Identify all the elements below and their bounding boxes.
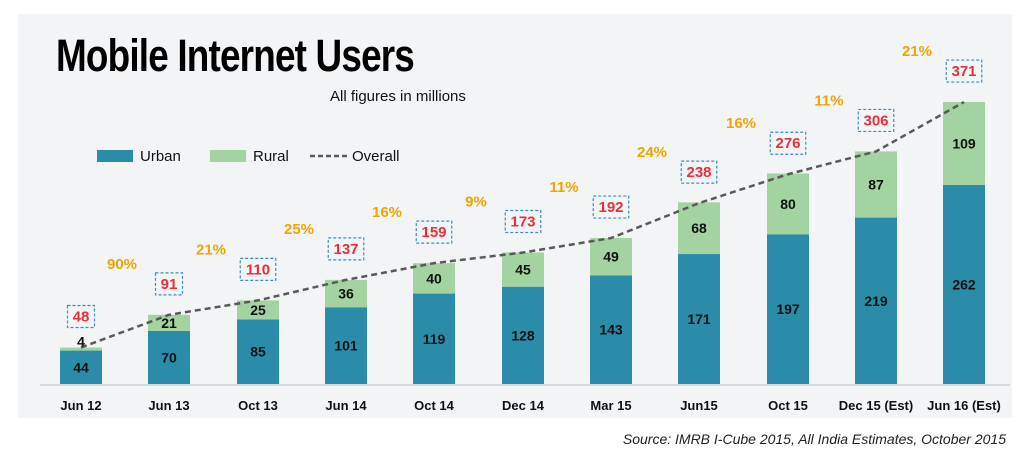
- data-label-urban-1: 70: [161, 349, 177, 365]
- bar-urban-4: [413, 293, 455, 384]
- data-label-urban-3: 101: [334, 338, 358, 354]
- data-label-urban-4: 119: [423, 331, 446, 347]
- data-label-urban-8: 197: [776, 301, 800, 317]
- total-label-2: 110: [246, 261, 270, 278]
- total-box-2: [239, 257, 277, 281]
- x-tick-label-7: Jun15: [680, 398, 718, 413]
- data-label-rural-6: 49: [603, 249, 619, 265]
- data-label-rural-8: 80: [780, 196, 796, 212]
- bar-urban-10: [943, 184, 985, 384]
- x-tick-label-8: Oct 15: [768, 398, 808, 413]
- total-box-5: [504, 209, 542, 234]
- data-label-rural-7: 68: [691, 220, 707, 236]
- bar-rural-10: [943, 102, 985, 185]
- legend-label-urban: Urban: [140, 148, 181, 165]
- bar-urban-9: [855, 217, 897, 384]
- x-tick-label-0: Jun 12: [60, 398, 101, 413]
- total-label-4: 159: [421, 224, 446, 241]
- total-label-10: 371: [951, 63, 976, 80]
- growth-label-10: 21%: [902, 43, 932, 60]
- bar-urban-2: [237, 319, 279, 384]
- chart-title: Mobile Internet Users: [56, 30, 415, 81]
- bar-rural-2: [237, 300, 279, 320]
- chart-subtitle: All figures in millions: [330, 88, 466, 105]
- total-box-3: [327, 237, 365, 261]
- bar-urban-5: [502, 286, 544, 384]
- data-label-urban-9: 219: [864, 293, 888, 309]
- legend-swatch-rural: [210, 150, 246, 162]
- bar-urban-8: [767, 234, 809, 384]
- total-box-9: [857, 108, 895, 133]
- legend-label-overall: Overall: [352, 148, 400, 165]
- total-box-1: [154, 272, 184, 296]
- bar-rural-4: [413, 263, 455, 294]
- legend: Urban Rural Overall: [97, 148, 400, 165]
- bar-urban-1: [148, 330, 190, 384]
- data-label-rural-10: 109: [952, 135, 976, 151]
- bar-urban-7: [678, 254, 720, 384]
- data-label-urban-10: 262: [952, 276, 976, 292]
- data-label-rural-4: 40: [426, 270, 442, 286]
- data-label-urban-5: 128: [511, 327, 535, 343]
- overall-line: [80, 100, 965, 349]
- bar-rural-6: [590, 238, 632, 276]
- growth-label-1: 90%: [107, 256, 137, 273]
- growth-label-9: 11%: [814, 92, 843, 109]
- source-note: Source: IMRB I-Cube 2015, All India Esti…: [622, 431, 1006, 447]
- data-label-urban-6: 143: [599, 322, 623, 338]
- data-label-rural-3: 36: [338, 286, 354, 302]
- bar-rural-8: [767, 173, 809, 235]
- x-tick-label-5: Dec 14: [502, 398, 545, 413]
- data-label-urban-7: 171: [687, 311, 711, 327]
- total-label-7: 238: [686, 164, 711, 181]
- growth-label-4: 16%: [372, 204, 402, 221]
- bar-urban-0: [60, 350, 102, 384]
- total-label-5: 173: [510, 214, 535, 231]
- data-label-rural-5: 45: [515, 262, 531, 278]
- bars-layer: [60, 100, 985, 384]
- bar-rural-9: [855, 151, 897, 218]
- total-box-4: [415, 220, 453, 244]
- data-label-urban-2: 85: [250, 344, 266, 360]
- total-label-3: 137: [333, 241, 358, 258]
- total-box-10: [945, 59, 983, 83]
- total-box-0: [66, 304, 96, 329]
- data-label-urban-0: 44: [73, 359, 89, 375]
- x-tick-label-1: Jun 13: [148, 398, 189, 413]
- data-label-rural-1: 21: [161, 315, 177, 331]
- growth-label-8: 16%: [726, 115, 756, 132]
- total-label-1: 91: [161, 276, 178, 293]
- data-label-rural-0: 4: [77, 334, 85, 350]
- bar-rural-3: [325, 279, 367, 308]
- bar-rural-7: [678, 202, 720, 255]
- bar-rural-0: [60, 347, 102, 351]
- x-tick-label-6: Mar 15: [590, 398, 631, 413]
- growth-label-3: 25%: [284, 221, 314, 238]
- bar-urban-6: [590, 275, 632, 384]
- total-label-9: 306: [863, 112, 888, 129]
- bar-rural-5: [502, 252, 544, 287]
- legend-swatch-urban: [97, 150, 133, 162]
- total-label-0: 48: [73, 309, 90, 326]
- x-tick-label-4: Oct 14: [414, 398, 455, 413]
- total-box-8: [769, 131, 807, 155]
- x-tick-label-2: Oct 13: [238, 398, 278, 413]
- data-label-rural-2: 25: [250, 302, 266, 318]
- x-tick-label-3: Jun 14: [325, 398, 367, 413]
- growth-label-6: 11%: [549, 179, 578, 196]
- data-label-rural-9: 87: [868, 177, 884, 193]
- x-tick-label-10: Jun 16 (Est): [927, 398, 1001, 413]
- total-box-7: [680, 160, 718, 184]
- total-label-8: 276: [775, 135, 800, 152]
- x-tick-label-9: Dec 15 (Est): [839, 398, 913, 413]
- legend-label-rural: Rural: [253, 148, 289, 165]
- bar-urban-3: [325, 307, 367, 384]
- total-box-6: [592, 195, 630, 219]
- growth-label-2: 21%: [196, 241, 226, 258]
- total-label-6: 192: [598, 199, 623, 216]
- growth-label-7: 24%: [637, 144, 667, 161]
- growth-label-5: 9%: [465, 194, 487, 211]
